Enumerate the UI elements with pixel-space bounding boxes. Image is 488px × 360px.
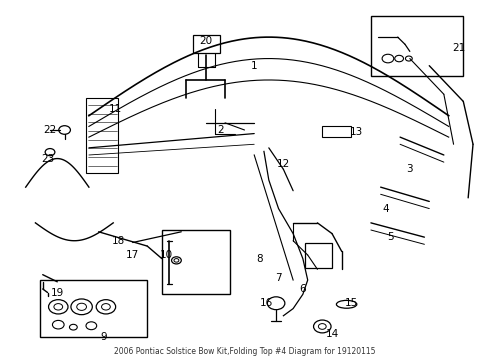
Text: 7: 7 [275, 273, 281, 283]
Text: 14: 14 [325, 329, 338, 339]
Text: 22: 22 [43, 125, 57, 135]
Text: 18: 18 [111, 236, 124, 246]
Text: 17: 17 [126, 250, 139, 260]
Text: 9: 9 [100, 332, 106, 342]
Text: 12: 12 [276, 159, 289, 169]
Text: 1: 1 [250, 61, 257, 71]
Bar [40, 280, 147, 337]
Bar [162, 230, 229, 294]
Text: 2: 2 [217, 125, 223, 135]
Bar [322, 126, 351, 137]
Text: 10: 10 [160, 250, 173, 260]
Text: 4: 4 [382, 203, 388, 213]
Text: 6: 6 [299, 284, 305, 294]
Text: 21: 21 [451, 43, 464, 53]
Text: 3: 3 [406, 164, 412, 174]
Text: 11: 11 [109, 104, 122, 113]
Text: 8: 8 [255, 253, 262, 264]
Text: 20: 20 [199, 36, 212, 46]
Text: 2006 Pontiac Solstice Bow Kit,Folding Top #4 Diagram for 19120115: 2006 Pontiac Solstice Bow Kit,Folding To… [114, 347, 374, 356]
Text: 5: 5 [386, 232, 393, 242]
Text: 23: 23 [41, 154, 54, 163]
Text: 19: 19 [51, 288, 64, 297]
Text: 15: 15 [344, 298, 357, 308]
Bar [86, 98, 118, 173]
Text: 13: 13 [349, 127, 362, 137]
Text: 16: 16 [259, 298, 272, 308]
Bar [370, 16, 462, 76]
Bar [305, 243, 331, 267]
Bar [193, 35, 220, 53]
